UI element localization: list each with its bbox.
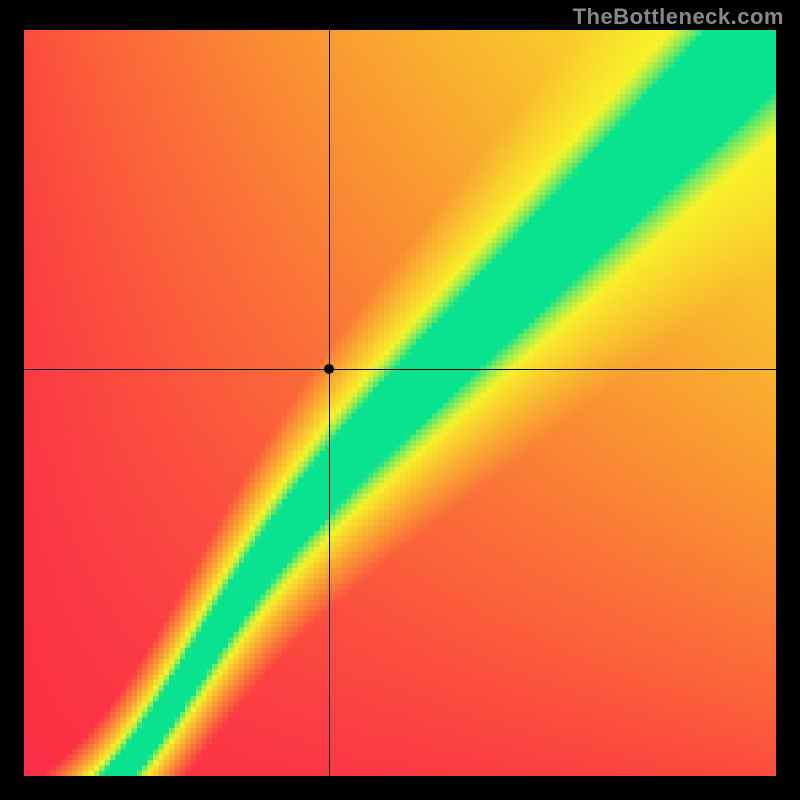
heatmap-plot	[24, 30, 776, 776]
watermark-text: TheBottleneck.com	[573, 4, 784, 30]
crosshair-marker	[324, 364, 334, 374]
heatmap-canvas	[24, 30, 776, 776]
crosshair-vertical	[329, 30, 330, 776]
chart-container: TheBottleneck.com	[0, 0, 800, 800]
crosshair-horizontal	[24, 369, 776, 370]
